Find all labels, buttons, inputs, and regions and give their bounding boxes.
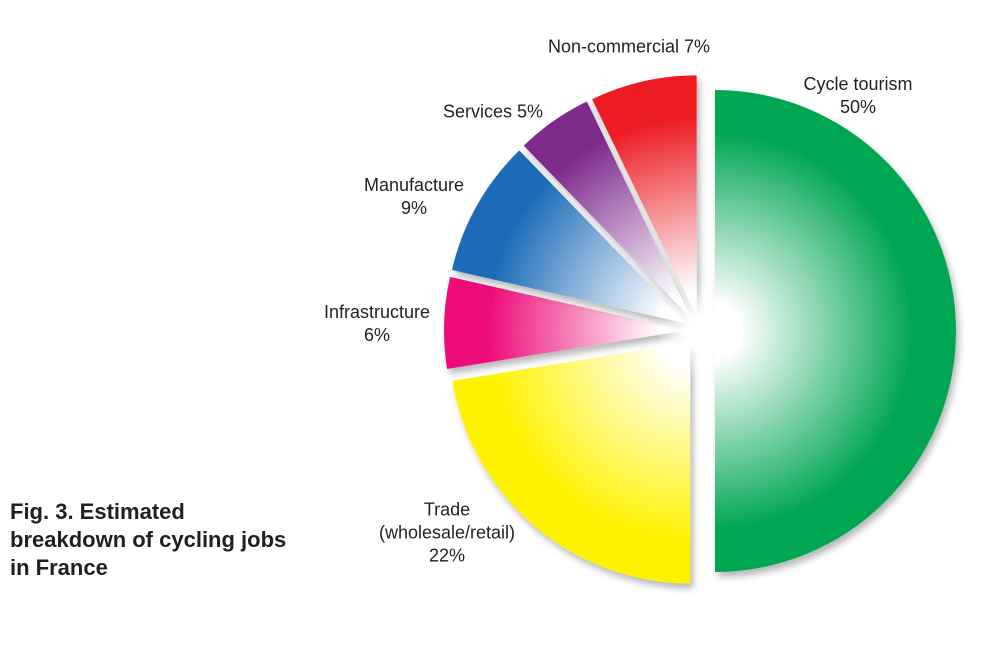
label-line: 50% — [839, 97, 877, 117]
label-cycle-tourism: Cycle tourism 50% — [803, 73, 912, 119]
label-line: (wholesale/retail) — [378, 522, 516, 543]
label-line: Trade — [423, 499, 471, 520]
pie-slice-services — [523, 101, 692, 319]
pie-slice-trade-wholesale-retail — [452, 342, 691, 584]
label-non-commercial: Non-commercial 7% — [548, 36, 710, 59]
pie-slice-infrastructure — [444, 276, 686, 369]
caption-line: in France — [10, 555, 108, 580]
label-line: Cycle tourism — [803, 74, 913, 94]
label-line: Services 5% — [442, 101, 544, 122]
label-trade: Trade (wholesale/retail) 22% — [379, 499, 515, 568]
center-glow — [655, 283, 751, 379]
pie-slice-non-commercial — [592, 75, 697, 317]
caption-line: breakdown of cycling jobs — [10, 527, 287, 552]
label-line: 9% — [400, 198, 427, 218]
label-line: Infrastructure — [323, 302, 431, 322]
figure-caption: Fig. 3. Estimated breakdown of cycling j… — [10, 498, 286, 582]
label-manufacture: Manufacture 9% — [364, 174, 464, 220]
pie-slice-manufacture — [451, 150, 687, 324]
label-services: Services 5% — [443, 101, 543, 124]
label-line: 22% — [428, 545, 466, 566]
label-line: 6% — [363, 325, 391, 345]
label-line: Non-commercial 7% — [547, 36, 711, 57]
label-infrastructure: Infrastructure 6% — [324, 301, 430, 347]
pie-slice-cycle-tourism — [715, 90, 956, 572]
caption-line: Fig. 3. Estimated — [10, 499, 185, 524]
label-line: Manufacture — [363, 175, 465, 195]
